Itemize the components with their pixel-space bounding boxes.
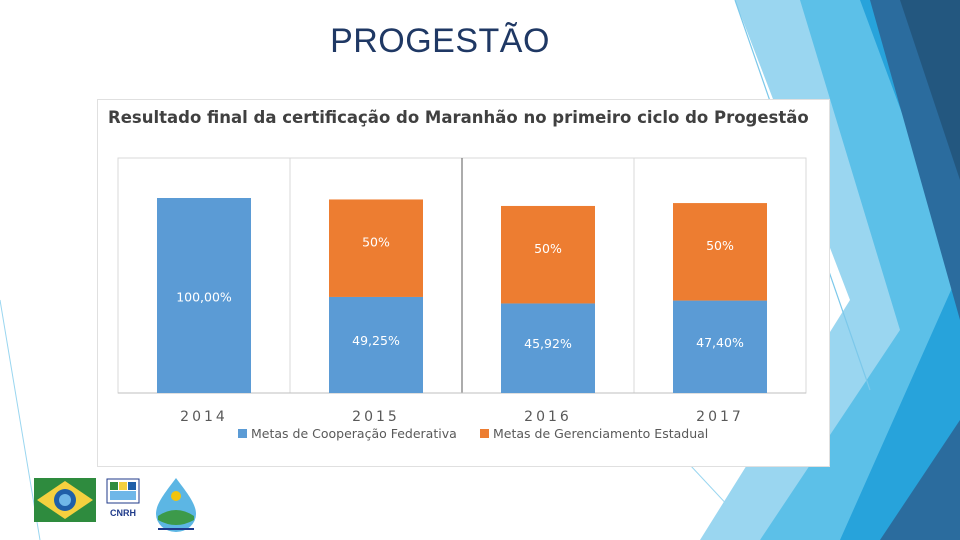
slide-title: PROGESTÃO [330, 22, 550, 60]
chart-panel: Resultado final da certificação do Maran… [97, 99, 830, 467]
deco-bottom-facet [880, 420, 960, 540]
x-tick-label: 2017 [696, 409, 744, 425]
deco-line-left [0, 299, 41, 540]
legend-swatch [480, 429, 489, 438]
bar-cooperacao-2015 [329, 296, 423, 393]
bar-gerenciamento-2017 [673, 203, 767, 301]
deco-line-2 [689, 464, 761, 540]
data-label: 50% [362, 234, 390, 249]
data-label: 47,40% [696, 335, 744, 350]
plano-estadual-logo [34, 478, 96, 522]
data-label: 50% [534, 241, 562, 256]
data-label: 49,25% [352, 333, 400, 348]
legend-swatch [238, 429, 247, 438]
x-tick-label: 2014 [180, 409, 228, 425]
data-label: 45,92% [524, 336, 572, 351]
bar-gerenciamento-2015 [329, 199, 423, 297]
data-label: 50% [706, 238, 734, 253]
bar-chart: 100,00% 2014 49,25% 50% 2015 45,92% 50% 2016 47,… [117, 157, 807, 441]
deco-deep-blue-facet [900, 0, 960, 180]
cnrh-logo [106, 478, 140, 524]
bar-cooperacao-2016 [501, 303, 595, 393]
cnrh-text: CNRH [110, 508, 136, 518]
data-label: 100,00% [176, 289, 232, 304]
chart-title: Resultado final da certificação do Maran… [108, 108, 809, 127]
legend-label: Metas de Gerenciamento Estadual [493, 426, 708, 441]
bar-cooperacao-2014 [157, 198, 251, 393]
bar-cooperacao-2017 [673, 300, 767, 393]
water-drop-logo [148, 474, 204, 534]
legend-label: Metas de Cooperação Federativa [251, 426, 457, 441]
x-tick-label: 2015 [352, 409, 400, 425]
bar-gerenciamento-2016 [501, 205, 595, 304]
logo-strip: CNRH [30, 474, 210, 540]
x-tick-label: 2016 [524, 409, 572, 425]
